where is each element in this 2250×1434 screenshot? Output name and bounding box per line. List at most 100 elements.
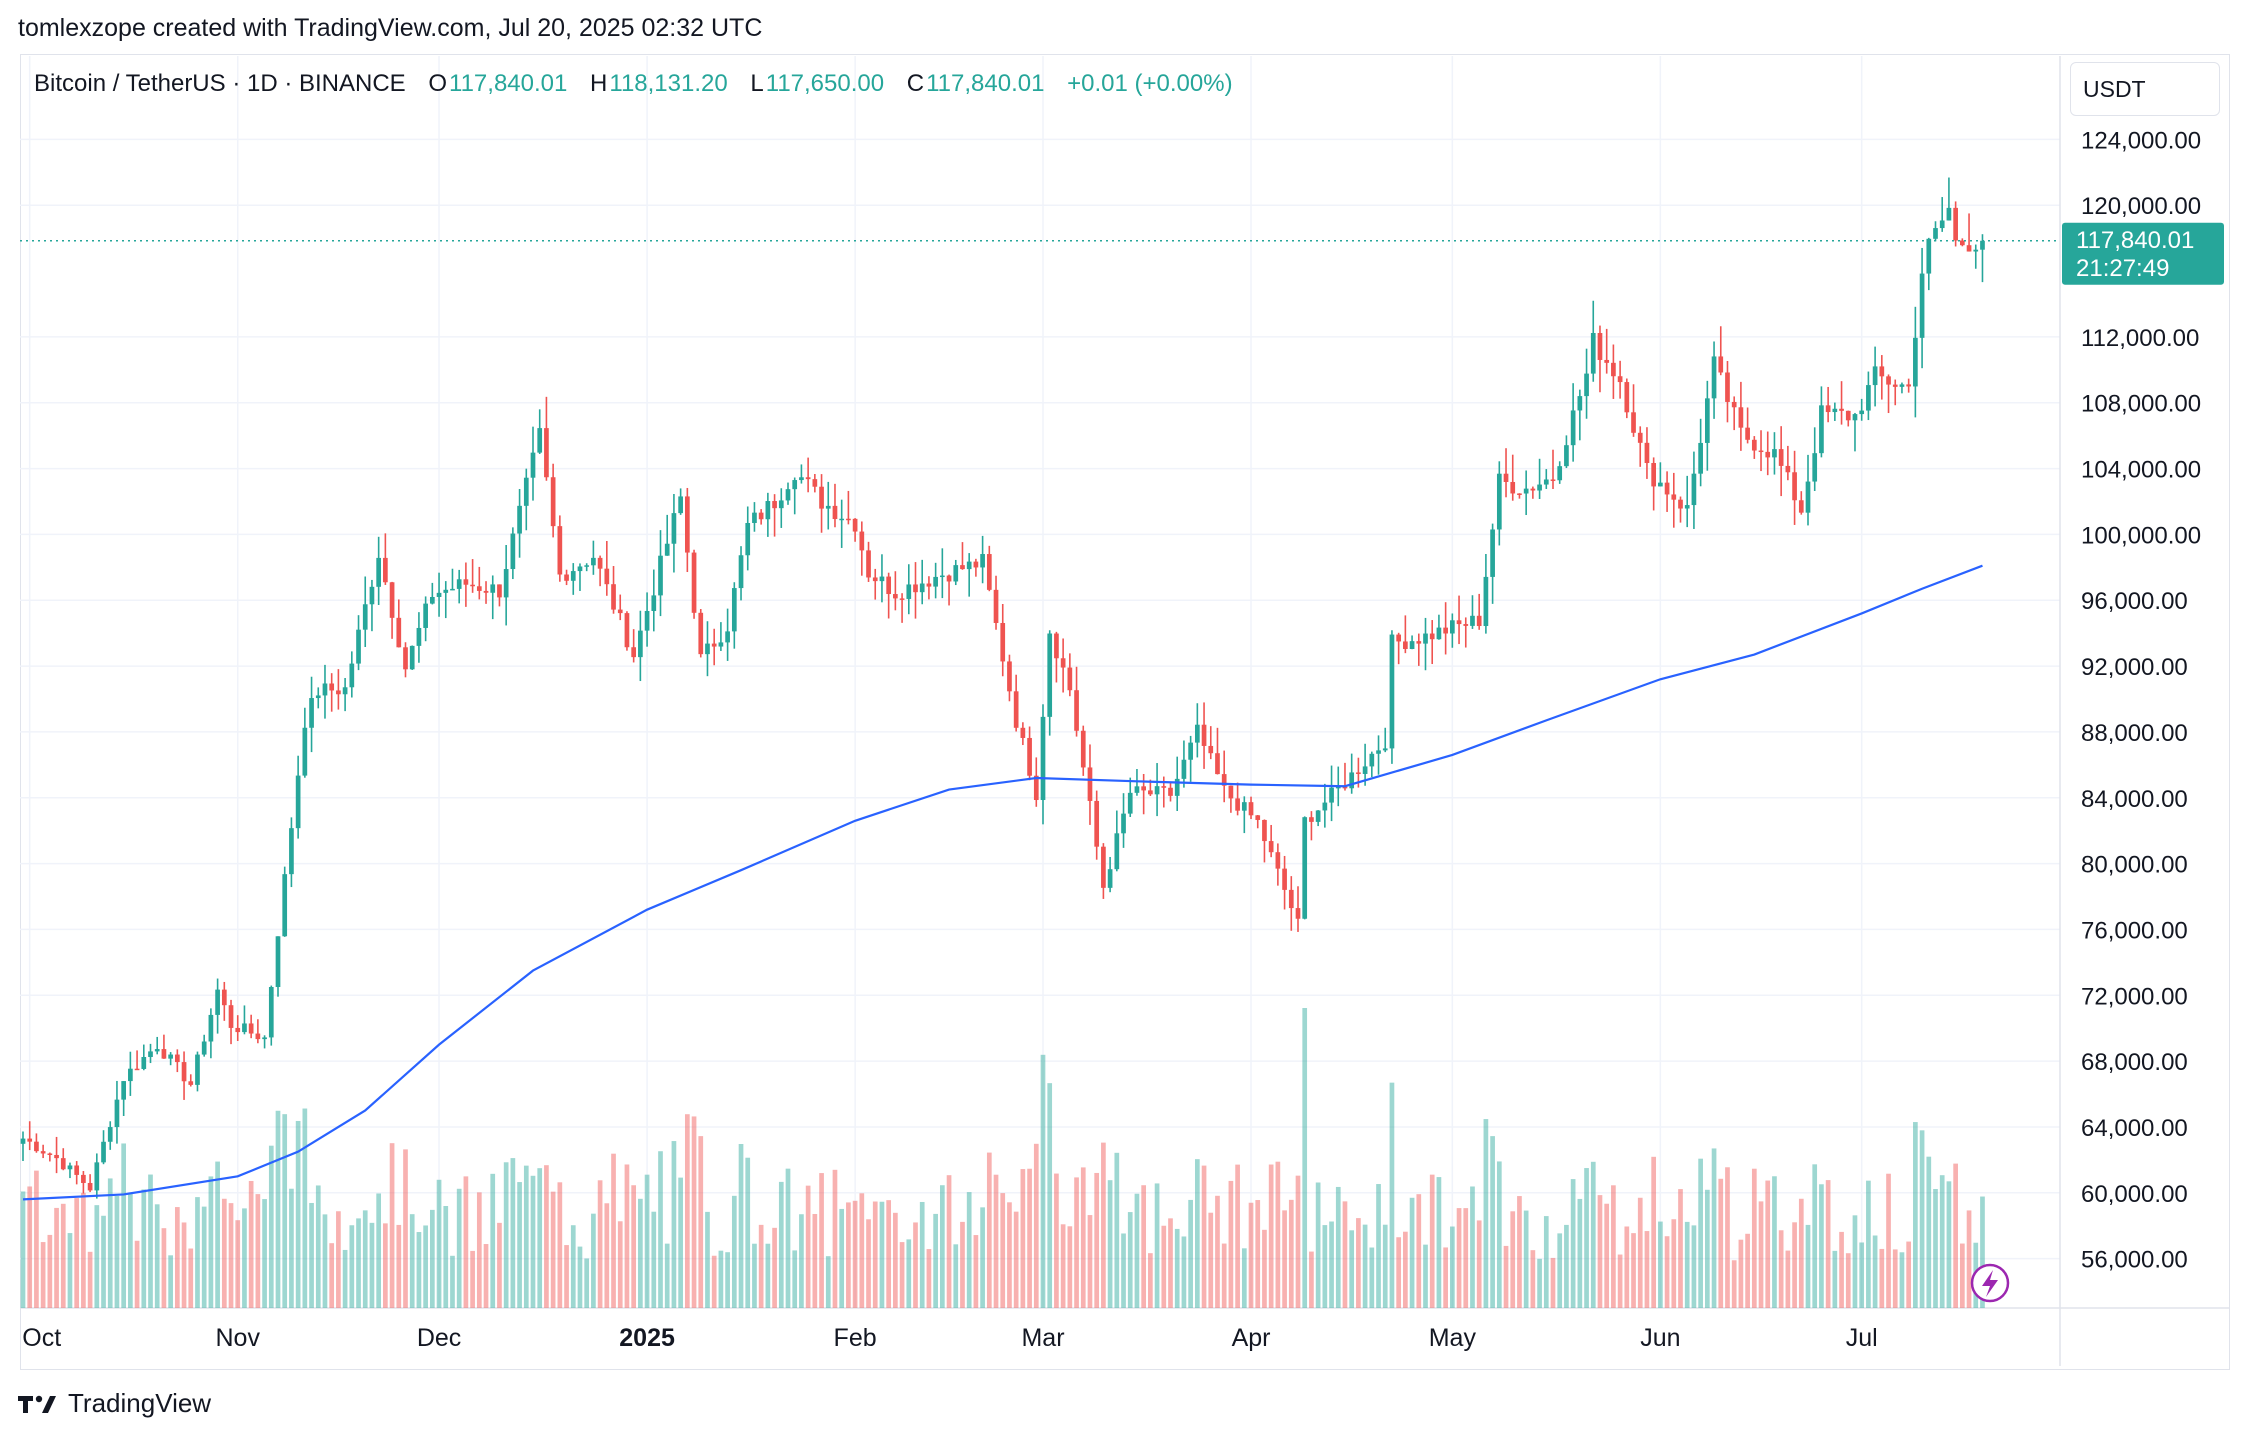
candle-body xyxy=(745,522,751,556)
volume-bar xyxy=(1503,1245,1509,1308)
candle-body xyxy=(181,1062,187,1082)
candle-body xyxy=(1886,376,1891,385)
candle-body xyxy=(1309,817,1314,822)
volume-bar xyxy=(20,1191,26,1308)
candle-body xyxy=(322,683,328,696)
candle-body xyxy=(1946,207,1952,221)
y-tick-label: 76,000.00 xyxy=(2081,917,2188,944)
volume-bar xyxy=(1899,1252,1905,1308)
candle-body xyxy=(725,631,730,643)
volume-bar xyxy=(148,1174,153,1308)
currency-selector[interactable]: USDT xyxy=(2070,62,2220,116)
volume-bar xyxy=(859,1193,865,1308)
candle-body xyxy=(476,586,482,591)
y-tick-label: 68,000.00 xyxy=(2081,1049,2188,1076)
volume-bar xyxy=(188,1248,194,1308)
volume-bar xyxy=(765,1243,771,1308)
volume-bar xyxy=(161,1228,167,1308)
candle-body xyxy=(141,1057,147,1069)
candle-body xyxy=(1832,408,1838,413)
chart-frame xyxy=(20,54,2230,1370)
volume-bar xyxy=(1101,1142,1106,1308)
candle-body xyxy=(60,1158,66,1170)
volume-bar xyxy=(1329,1221,1334,1308)
volume-bar xyxy=(678,1177,683,1308)
candle-body xyxy=(1141,786,1147,791)
candle-body xyxy=(1101,846,1106,888)
candle-body xyxy=(463,579,469,585)
tradingview-logo[interactable]: TradingView xyxy=(18,1388,211,1419)
y-tick-label: 100,000.00 xyxy=(2081,522,2201,549)
volume-bar xyxy=(711,1255,717,1308)
y-tick-label: 124,000.00 xyxy=(2081,127,2201,154)
volume-bar xyxy=(1356,1218,1361,1308)
volume-bar xyxy=(1033,1143,1039,1308)
volume-bar xyxy=(1483,1119,1489,1308)
volume-bar xyxy=(1470,1186,1475,1308)
candle-body xyxy=(1188,742,1193,760)
volume-bar xyxy=(839,1208,845,1308)
candle-body xyxy=(570,571,576,581)
volume-bar xyxy=(1040,1054,1046,1308)
candle-body xyxy=(1637,432,1643,443)
volume-bar xyxy=(1429,1174,1435,1308)
volume-bar xyxy=(1980,1196,1985,1308)
volume-bar xyxy=(1785,1250,1791,1308)
candle-body xyxy=(1751,439,1757,451)
candle-body xyxy=(664,543,670,556)
y-tick-label: 72,000.00 xyxy=(2081,983,2188,1010)
y-tick-label: 84,000.00 xyxy=(2081,786,2188,813)
candle-body xyxy=(221,989,227,1006)
volume-bar xyxy=(1134,1193,1140,1308)
volume-bar xyxy=(114,1196,120,1308)
volume-bar xyxy=(1772,1176,1777,1308)
volume-bar xyxy=(752,1243,757,1308)
candle-body xyxy=(1664,482,1670,495)
volume-bar xyxy=(1060,1224,1066,1308)
volume-bar xyxy=(181,1222,187,1308)
candle-body xyxy=(772,501,777,509)
volume-bar xyxy=(805,1185,811,1308)
y-tick-label: 64,000.00 xyxy=(2081,1115,2188,1142)
volume-bar xyxy=(1262,1229,1267,1308)
volume-bar xyxy=(1939,1175,1945,1308)
volume-bar xyxy=(476,1192,482,1308)
candle-body xyxy=(1570,410,1576,446)
volume-bar xyxy=(799,1214,804,1308)
candle-body xyxy=(1027,737,1032,776)
close-label: C xyxy=(906,70,925,97)
volume-bar xyxy=(409,1214,415,1308)
candle-body xyxy=(1470,615,1475,626)
volume-bar xyxy=(1906,1241,1912,1308)
volume-bar xyxy=(1879,1248,1885,1308)
symbol-legend[interactable]: Bitcoin / TetherUS · 1D · BINANCE O117,8… xyxy=(34,70,1235,98)
volume-bar xyxy=(1543,1216,1549,1308)
candle-body xyxy=(926,583,932,587)
candle-body xyxy=(295,775,301,829)
volume-bar xyxy=(557,1182,563,1308)
symbol-name: Bitcoin / TetherUS · 1D · BINANCE xyxy=(34,70,406,97)
volume-bar xyxy=(1792,1222,1797,1308)
volume-bar xyxy=(1067,1226,1073,1308)
candle-body xyxy=(1423,633,1428,644)
volume-bar xyxy=(255,1194,261,1308)
candle-body xyxy=(154,1049,160,1052)
candle-body xyxy=(67,1165,73,1170)
volume-bar xyxy=(980,1207,985,1308)
candle-body xyxy=(624,613,630,648)
volume-bar xyxy=(966,1192,972,1308)
volume-bar xyxy=(336,1211,341,1308)
candle-body xyxy=(20,1138,26,1144)
candle-body xyxy=(1127,792,1133,814)
candle-body xyxy=(597,557,603,569)
volume-bar xyxy=(1047,1083,1053,1308)
candle-body xyxy=(1550,479,1556,481)
volume-bar xyxy=(1188,1199,1193,1308)
candle-body xyxy=(584,565,590,567)
volume-bar xyxy=(1208,1212,1214,1308)
candle-body xyxy=(456,579,462,589)
volume-bar xyxy=(1376,1184,1381,1308)
candle-body xyxy=(74,1165,80,1175)
volume-bar xyxy=(1892,1249,1898,1308)
